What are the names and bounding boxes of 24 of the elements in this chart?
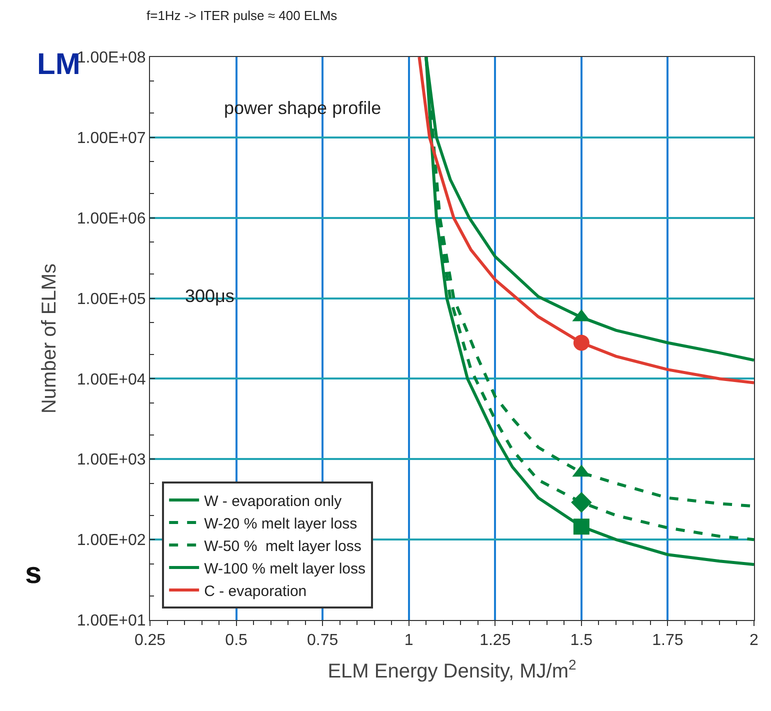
x-tick-label: 0.5 (225, 632, 248, 650)
y-axis-title: Number of ELMs (38, 263, 60, 414)
legend-label: W-100 % melt layer loss (204, 560, 366, 578)
y-tick-label: 1.00E+07 (76, 130, 146, 148)
x-tick-label: 2 (750, 632, 759, 650)
y-tick-label: 1.00E+04 (76, 371, 146, 388)
text: s (25, 557, 42, 590)
x-tick-label: 1.75 (652, 632, 684, 650)
legend-label: C - evaporation (204, 582, 307, 600)
legend-label: W-50 % melt layer loss (204, 538, 362, 555)
x-tick-label: 1 (404, 632, 414, 650)
legend-label: W-20 % melt layer loss (204, 515, 358, 532)
y-tick-label: 1.00E+02 (76, 532, 146, 550)
chart-title: f=1Hz -> ITER pulse ≈ 400 ELMs (146, 8, 338, 23)
legend-label: W - evaporation only (204, 492, 342, 510)
x-axis-title: ELM Energy Density, MJ/m$^{2}$ (328, 656, 577, 683)
y-tick-label: 1.00E+03 (76, 452, 146, 469)
x-tick-label: 1.25 (480, 632, 511, 650)
x-tick-label: 1.5 (570, 632, 593, 650)
x-tick-label: 0.75 (307, 632, 338, 650)
y-tick-label: 1.00E+06 (76, 210, 146, 228)
y-tick-label: 1.00E+05 (76, 290, 146, 308)
x-tick-label: 0.25 (134, 632, 166, 650)
y-tick-label: 1.00E+01 (76, 612, 146, 630)
